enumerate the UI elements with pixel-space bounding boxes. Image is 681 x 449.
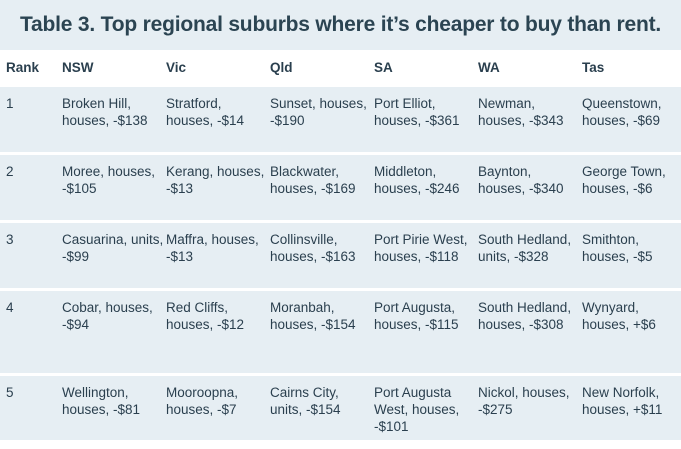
tas-cell: Smithton, houses, -$5 (582, 219, 681, 289)
rank-cell: 1 (0, 83, 62, 153)
rank-cell: 3 (0, 219, 62, 289)
tas-cell: New Norfolk, houses, +$11 (582, 372, 681, 440)
vic-cell: Kerang, houses, -$13 (166, 151, 270, 221)
qld-cell: Sunset, houses, -$190 (270, 83, 374, 153)
header-qld: Qld (270, 60, 293, 75)
nsw-cell: Broken Hill, houses, -$138 (62, 83, 166, 153)
qld-cell: Collinsville, houses, -$163 (270, 219, 374, 289)
nsw-cell: Wellington, houses, -$81 (62, 372, 166, 440)
table-title: Table 3. Top regional suburbs where it’s… (19, 13, 662, 36)
header-wa: WA (478, 60, 500, 75)
table-row: 2 Moree, houses, -$105 Kerang, houses, -… (0, 151, 681, 221)
header-row: Rank NSW Vic Qld SA WA Tas (0, 50, 681, 85)
nsw-cell: Moree, houses, -$105 (62, 151, 166, 221)
vic-cell: Mooroopna, houses, -$7 (166, 372, 270, 440)
vic-cell: Red Cliffs, houses, -$12 (166, 287, 270, 374)
wa-cell: South Hedland, houses, -$308 (478, 287, 582, 374)
header-sa: SA (374, 60, 393, 75)
header-vic: Vic (166, 60, 187, 75)
qld-cell: Cairns City, units, -$154 (270, 372, 374, 440)
sa-cell: Port Augusta West, houses, -$101 (374, 372, 478, 440)
table-row: 3 Casuarina, units, -$99 Maffra, houses,… (0, 219, 681, 289)
sa-cell: Port Pirie West, houses, -$118 (374, 219, 478, 289)
header-tas: Tas (582, 60, 605, 75)
rank-cell: 2 (0, 151, 62, 221)
nsw-cell: Casuarina, units, -$99 (62, 219, 166, 289)
header-nsw: NSW (62, 60, 94, 75)
suburbs-table: Rank NSW Vic Qld SA WA Tas 1 Broken Hill… (0, 50, 681, 440)
table-row: 4 Cobar, houses, -$94 Red Cliffs, houses… (0, 287, 681, 374)
vic-cell: Maffra, houses, -$13 (166, 219, 270, 289)
qld-cell: Blackwater, houses, -$169 (270, 151, 374, 221)
sa-cell: Port Elliot, houses, -$361 (374, 83, 478, 153)
rank-cell: 4 (0, 287, 62, 374)
title-bar: Table 3. Top regional suburbs where it’s… (0, 0, 681, 50)
nsw-cell: Cobar, houses, -$94 (62, 287, 166, 374)
table-row: 1 Broken Hill, houses, -$138 Stratford, … (0, 83, 681, 153)
sa-cell: Middleton, houses, -$246 (374, 151, 478, 221)
header-rank: Rank (6, 60, 40, 75)
wa-cell: Nickol, houses, -$275 (478, 372, 582, 440)
tas-cell: Wynyard, houses, +$6 (582, 287, 681, 374)
wa-cell: South Hedland, units, -$328 (478, 219, 582, 289)
tas-cell: Queenstown, houses, -$69 (582, 83, 681, 153)
rank-cell: 5 (0, 372, 62, 440)
wa-cell: Baynton, houses, -$340 (478, 151, 582, 221)
vic-cell: Stratford, houses, -$14 (166, 83, 270, 153)
table-row: 5 Wellington, houses, -$81 Mooroopna, ho… (0, 372, 681, 440)
sa-cell: Port Augusta, houses, -$115 (374, 287, 478, 374)
wa-cell: Newman, houses, -$343 (478, 83, 582, 153)
tas-cell: George Town, houses, -$6 (582, 151, 681, 221)
qld-cell: Moranbah, houses, -$154 (270, 287, 374, 374)
